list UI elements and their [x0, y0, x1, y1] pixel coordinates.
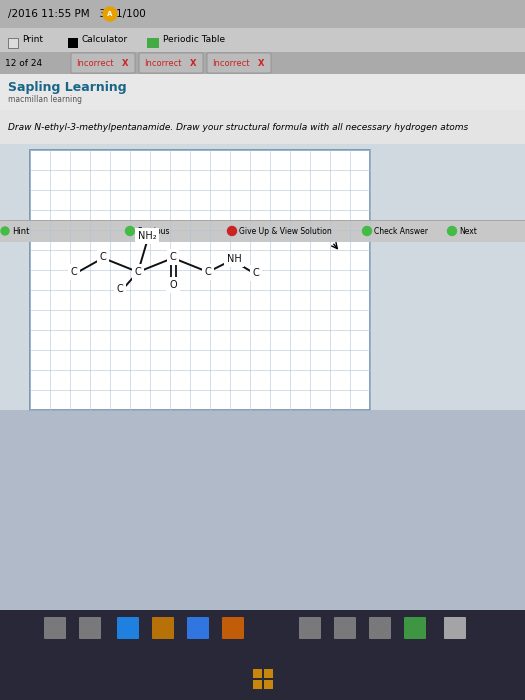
FancyBboxPatch shape [79, 617, 101, 639]
Text: A: A [107, 11, 113, 17]
FancyBboxPatch shape [222, 617, 244, 639]
Text: X: X [122, 59, 128, 67]
Bar [0, 220, 525, 242]
Text: C: C [134, 267, 141, 277]
Text: macmillan learning: macmillan learning [8, 95, 82, 104]
Text: X: X [258, 59, 264, 67]
Circle shape [227, 227, 236, 235]
Text: Print: Print [22, 36, 43, 45]
Text: Hint: Hint [12, 227, 29, 235]
Text: C: C [170, 252, 176, 262]
FancyBboxPatch shape [334, 617, 356, 639]
FancyBboxPatch shape [71, 53, 135, 73]
Text: Incorrect: Incorrect [76, 59, 113, 67]
Text: 12 of 24: 12 of 24 [5, 59, 42, 67]
FancyBboxPatch shape [139, 53, 203, 73]
Bar [0, 110, 525, 144]
Bar [8, 38, 18, 48]
Text: X: X [190, 59, 196, 67]
Text: C: C [100, 252, 107, 262]
Text: NH₂: NH₂ [138, 231, 156, 241]
FancyBboxPatch shape [369, 617, 391, 639]
Bar [0, 74, 525, 110]
Bar [0, 52, 525, 74]
Text: Incorrect: Incorrect [212, 59, 249, 67]
Circle shape [125, 227, 134, 235]
Circle shape [103, 7, 117, 21]
Bar [0, 410, 525, 610]
Text: Check Answer: Check Answer [374, 227, 428, 235]
Text: Next: Next [459, 227, 477, 235]
Text: C: C [71, 267, 77, 277]
Text: Previous: Previous [137, 227, 170, 235]
Bar [0, 74, 525, 610]
Text: /2016 11:55 PM   32.1/100: /2016 11:55 PM 32.1/100 [8, 9, 146, 19]
Bar [0, 610, 525, 700]
FancyBboxPatch shape [444, 617, 466, 639]
Bar [264, 669, 273, 678]
Bar [264, 680, 273, 689]
Text: O: O [169, 280, 177, 290]
FancyBboxPatch shape [187, 617, 209, 639]
FancyBboxPatch shape [152, 617, 174, 639]
Circle shape [362, 227, 372, 235]
FancyBboxPatch shape [207, 53, 271, 73]
Text: Give Up & View Solution: Give Up & View Solution [239, 227, 332, 235]
FancyBboxPatch shape [299, 617, 321, 639]
FancyBboxPatch shape [117, 617, 139, 639]
Bar [253, 669, 262, 678]
Circle shape [1, 227, 9, 235]
Bar [253, 680, 262, 689]
Text: C: C [117, 284, 123, 294]
Bar [0, 0, 525, 28]
Text: Incorrect: Incorrect [144, 59, 182, 67]
Text: Periodic Table: Periodic Table [163, 36, 225, 45]
Text: Calculator: Calculator [82, 36, 128, 45]
Bar [68, 38, 78, 48]
Text: Draw N-ethyl-3-methylpentanamide. Draw your structural formula with all necessar: Draw N-ethyl-3-methylpentanamide. Draw y… [8, 122, 468, 132]
FancyBboxPatch shape [404, 617, 426, 639]
Bar [0, 28, 525, 52]
Text: NH: NH [227, 254, 242, 264]
Text: C: C [205, 267, 212, 277]
FancyBboxPatch shape [44, 617, 66, 639]
Bar [30, 150, 370, 410]
Text: Sapling Learning: Sapling Learning [8, 81, 127, 94]
Text: C: C [253, 268, 259, 278]
Bar [147, 38, 159, 48]
Circle shape [447, 227, 457, 235]
